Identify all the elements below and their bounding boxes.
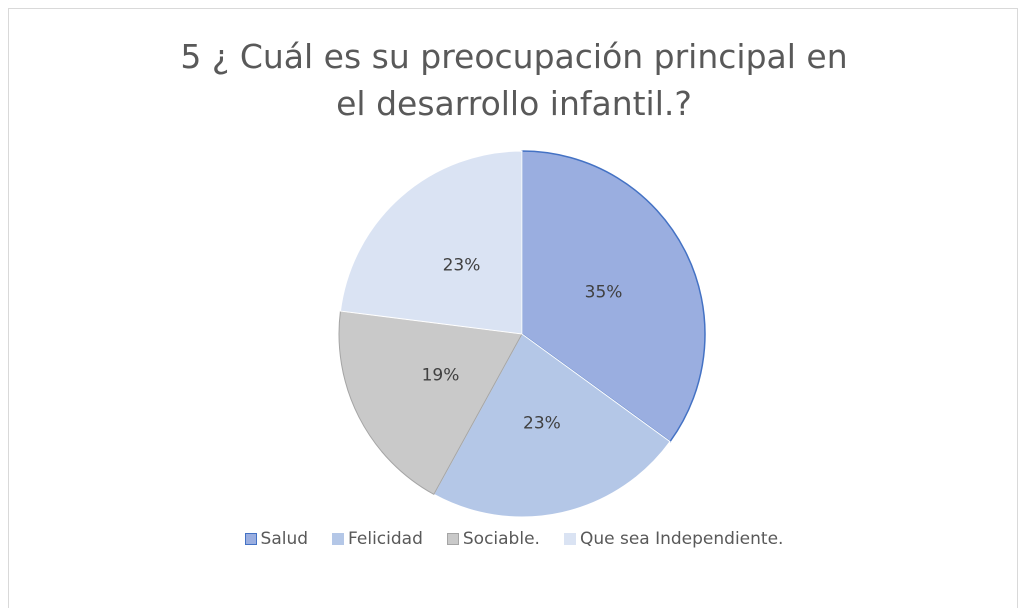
legend-item: Felicidad [332,529,423,549]
data-label: 23% [443,255,481,275]
legend: Salud Felicidad Sociable. Que sea Independi… [0,529,1028,549]
legend-swatch [446,533,459,545]
data-label: 19% [422,366,460,386]
title-box: 5 ¿ Cuál es su preocupación principal en… [0,33,1028,127]
legend-label: Salud [260,529,309,549]
pie-slice [433,333,671,518]
legend-item: Que sea Independiente. [563,529,784,549]
legend-swatch [244,533,257,545]
pie-slice [521,150,706,443]
legend-item: Salud [244,529,309,549]
legend-label: Felicidad [348,529,423,549]
data-label: 35% [585,282,623,302]
legend-item: Sociable. [446,529,540,549]
chart-title: 5 ¿ Cuál es su preocupación principal en… [180,37,848,123]
legend-label: Que sea Independiente. [579,529,784,549]
legend-swatch [563,533,576,545]
chart-frame [8,8,1018,608]
legend-label: Sociable. [462,529,540,549]
pie-slice [339,150,523,335]
legend-swatch [332,533,345,545]
pie-slice [338,310,523,496]
data-label: 23% [523,413,561,433]
